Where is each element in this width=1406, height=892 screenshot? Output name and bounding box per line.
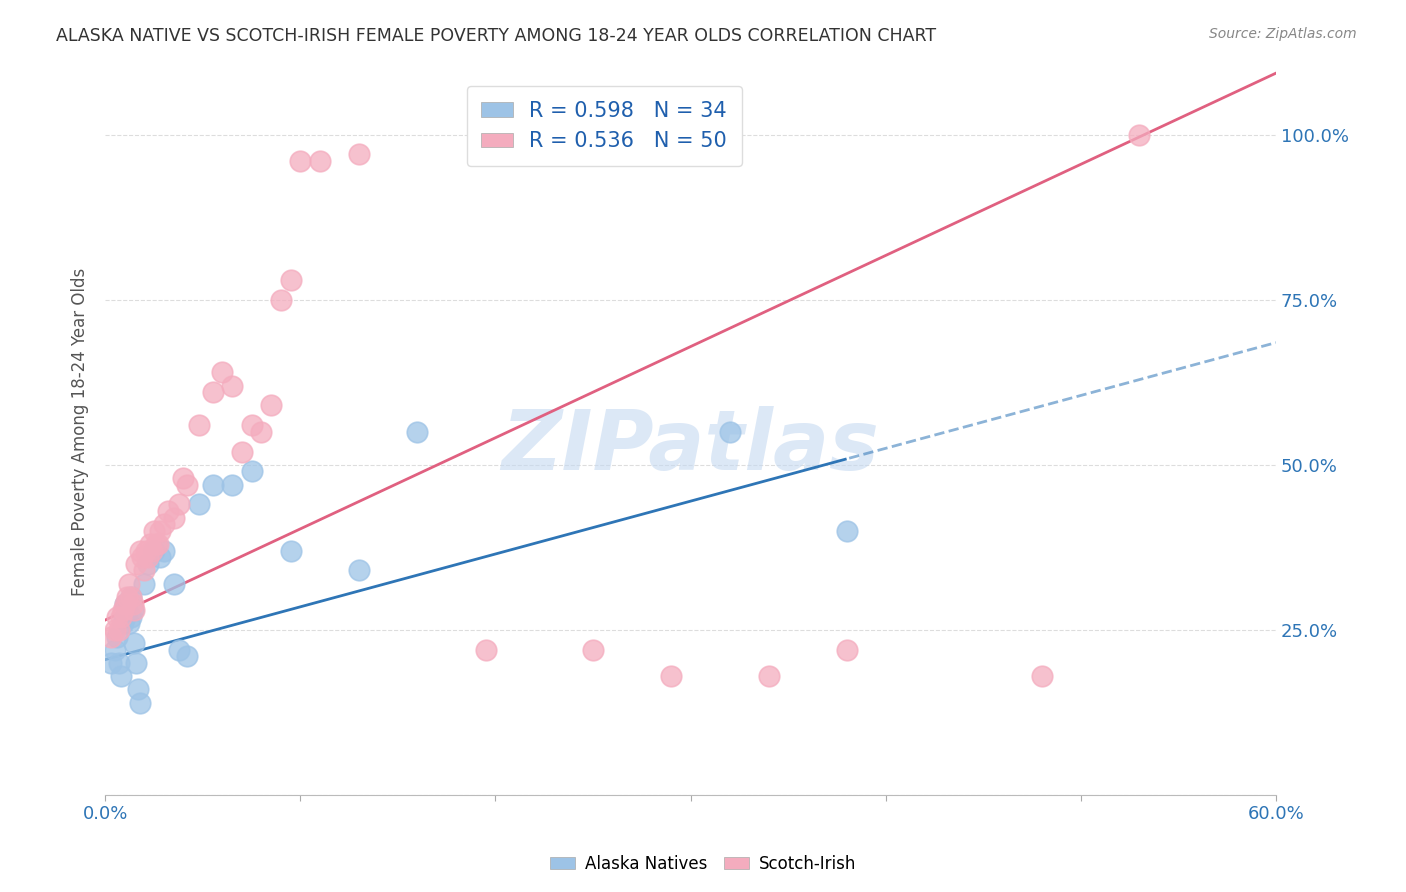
Point [176, 477, 198, 491]
Point [162, 576, 184, 591]
Point [718, 425, 741, 439]
Text: Source: ZipAtlas.com: Source: ZipAtlas.com [1209, 27, 1357, 41]
Point [120, 590, 142, 604]
Point [176, 649, 198, 664]
Point [172, 471, 194, 485]
Point [290, 153, 312, 168]
Point [105, 609, 128, 624]
Point [110, 669, 132, 683]
Point [250, 425, 273, 439]
Point [1031, 669, 1053, 683]
Point [124, 636, 146, 650]
Point [131, 550, 153, 565]
Point [121, 597, 143, 611]
Point [117, 616, 139, 631]
Point [114, 597, 136, 611]
Point [104, 623, 127, 637]
Point [582, 642, 605, 657]
Point [125, 656, 148, 670]
Point [134, 576, 156, 591]
Point [114, 597, 136, 611]
Point [201, 385, 224, 400]
Point [221, 477, 243, 491]
Point [100, 630, 122, 644]
Point [117, 576, 139, 591]
Point [221, 378, 243, 392]
Point [152, 543, 174, 558]
Point [211, 365, 233, 379]
Point [187, 498, 209, 512]
Point [110, 609, 132, 624]
Point [240, 464, 263, 478]
Point [115, 590, 138, 604]
Point [145, 537, 167, 551]
Y-axis label: Female Poverty Among 18-24 Year Olds: Female Poverty Among 18-24 Year Olds [72, 268, 89, 596]
Point [152, 517, 174, 532]
Point [105, 630, 128, 644]
Point [149, 550, 172, 565]
Point [187, 418, 209, 433]
Point [347, 564, 370, 578]
Point [129, 696, 152, 710]
Point [129, 543, 152, 558]
Point [114, 609, 136, 624]
Point [758, 669, 780, 683]
Point [835, 524, 858, 538]
Point [659, 669, 682, 683]
Point [1128, 128, 1150, 142]
Point [111, 603, 134, 617]
Point [143, 524, 166, 538]
Point [156, 504, 179, 518]
Point [169, 498, 191, 512]
Point [308, 153, 330, 168]
Point [121, 603, 143, 617]
Point [100, 656, 122, 670]
Text: ALASKA NATIVE VS SCOTCH-IRISH FEMALE POVERTY AMONG 18-24 YEAR OLDS CORRELATION C: ALASKA NATIVE VS SCOTCH-IRISH FEMALE POV… [56, 27, 936, 45]
Point [108, 623, 131, 637]
Point [136, 557, 159, 571]
Point [347, 147, 370, 161]
Point [280, 543, 302, 558]
Point [111, 616, 134, 631]
Point [115, 603, 138, 617]
Point [134, 564, 156, 578]
Point [201, 477, 224, 491]
Point [260, 398, 283, 412]
Point [835, 642, 858, 657]
Point [162, 510, 184, 524]
Point [240, 418, 263, 433]
Point [143, 543, 166, 558]
Point [406, 425, 429, 439]
Point [104, 642, 127, 657]
Point [136, 550, 159, 565]
Point [120, 609, 142, 624]
Point [149, 524, 172, 538]
Text: ZIPatlas: ZIPatlas [502, 406, 880, 487]
Point [127, 682, 149, 697]
Point [231, 444, 253, 458]
Point [146, 537, 169, 551]
Point [139, 537, 162, 551]
Point [280, 273, 302, 287]
Point [108, 656, 131, 670]
Point [141, 543, 163, 558]
Point [135, 543, 157, 558]
Point [120, 590, 142, 604]
Point [124, 603, 146, 617]
Legend: R = 0.598   N = 34, R = 0.536   N = 50: R = 0.598 N = 34, R = 0.536 N = 50 [467, 87, 742, 166]
Point [270, 293, 292, 307]
Legend: Alaska Natives, Scotch-Irish: Alaska Natives, Scotch-Irish [543, 848, 863, 880]
Point [125, 557, 148, 571]
Point [474, 642, 496, 657]
Point [169, 642, 191, 657]
